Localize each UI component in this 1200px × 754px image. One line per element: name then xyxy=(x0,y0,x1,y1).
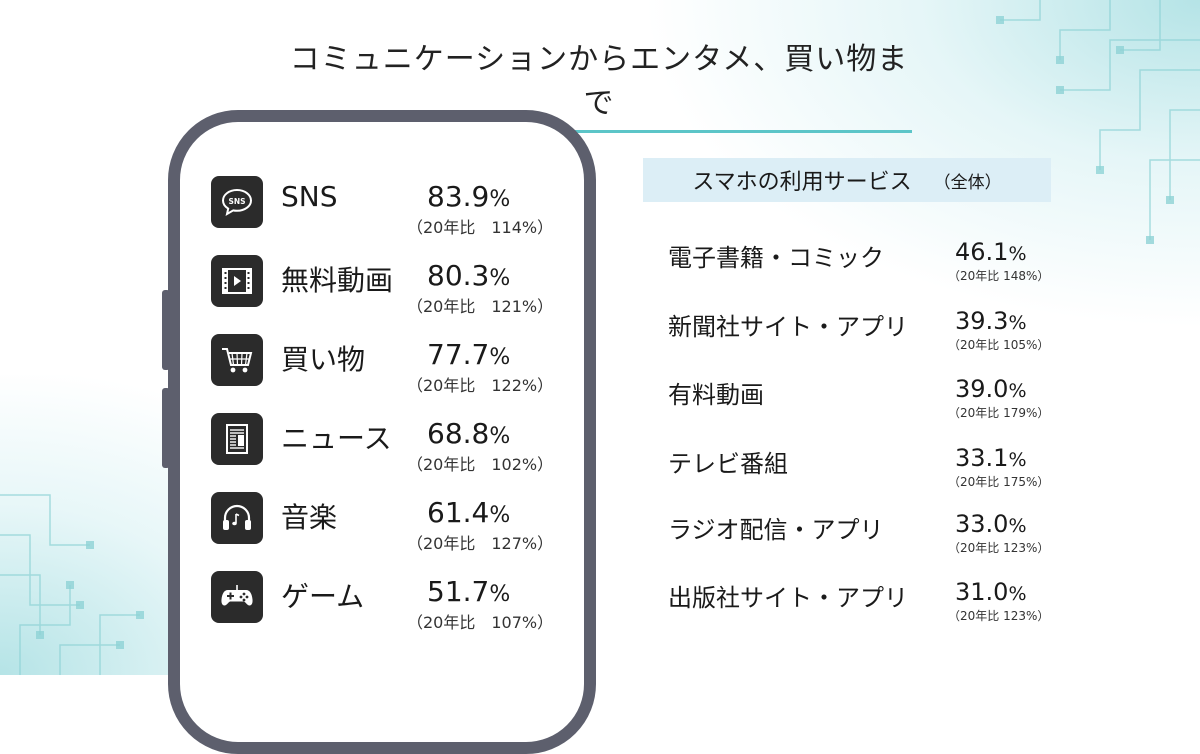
app-row-shopping: 買い物 77.7% （20年比 122%） xyxy=(211,334,571,395)
service-row: ラジオ配信・アプリ 33.0% （20年比 123%） xyxy=(668,508,1088,558)
app-label: 無料動画 xyxy=(281,264,394,297)
app-yoy-note: （20年比 107%） xyxy=(407,613,554,632)
app-label: 買い物 xyxy=(281,343,366,376)
svg-text:SNS: SNS xyxy=(228,197,245,206)
app-row-free-video: 無料動画 80.3% （20年比 121%） xyxy=(211,255,571,316)
service-percentage: 46.1% xyxy=(955,238,1027,266)
app-row-sns: SNS SNS 83.9% （20年比 114%） xyxy=(211,176,571,237)
service-yoy-note: （20年比 105%） xyxy=(948,338,1050,352)
app-yoy-note: （20年比 102%） xyxy=(407,455,554,474)
headphones-icon xyxy=(211,492,263,544)
app-yoy-note: （20年比 121%） xyxy=(407,297,554,316)
services-heading-title: スマホの利用サービス xyxy=(692,170,912,195)
app-yoy-note: （20年比 122%） xyxy=(407,376,554,395)
service-label: 電子書籍・コミック xyxy=(668,244,884,272)
app-yoy-note: （20年比 127%） xyxy=(407,534,554,553)
circuit-decoration-bottom-left xyxy=(0,494,144,675)
service-percentage: 39.0% xyxy=(955,375,1027,403)
service-row: 有料動画 39.0% （20年比 179%） xyxy=(668,373,1088,423)
service-yoy-note: （20年比 123%） xyxy=(948,541,1050,555)
service-percentage: 39.3% xyxy=(955,307,1027,335)
video-play-icon xyxy=(211,255,263,307)
service-row: 出版社サイト・アプリ 31.0% （20年比 123%） xyxy=(668,576,1088,626)
circuit-decoration-top-right xyxy=(996,0,1200,244)
service-percentage: 33.0% xyxy=(955,510,1027,538)
service-label: 出版社サイト・アプリ xyxy=(668,584,908,612)
sns-bubble-icon: SNS xyxy=(211,176,263,228)
app-row-news: ニュース 68.8% （20年比 102%） xyxy=(211,413,571,474)
newspaper-icon xyxy=(211,413,263,465)
app-percentage: 80.3% xyxy=(427,259,511,292)
app-yoy-note: （20年比 114%） xyxy=(407,218,554,237)
service-yoy-note: （20年比 148%） xyxy=(948,269,1050,283)
app-label: SNS xyxy=(281,180,338,213)
app-percentage: 61.4% xyxy=(427,496,511,529)
service-label: 有料動画 xyxy=(668,381,764,409)
service-yoy-note: （20年比 175%） xyxy=(948,475,1050,489)
services-heading-note: （全体） xyxy=(933,172,1002,193)
service-row: 新聞社サイト・アプリ 39.3% （20年比 105%） xyxy=(668,305,1088,355)
app-percentage: 77.7% xyxy=(427,338,511,371)
service-label: 新聞社サイト・アプリ xyxy=(668,313,908,341)
app-row-music: 音楽 61.4% （20年比 127%） xyxy=(211,492,571,553)
app-percentage: 51.7% xyxy=(427,575,511,608)
service-percentage: 31.0% xyxy=(955,578,1027,606)
service-label: ラジオ配信・アプリ xyxy=(668,516,884,544)
app-label: ゲーム xyxy=(281,580,365,613)
service-row: テレビ番組 33.1% （20年比 175%） xyxy=(668,442,1088,492)
app-label: 音楽 xyxy=(281,501,338,534)
app-percentage: 83.9% xyxy=(427,180,511,213)
page-title: コミュニケーションからエンタメ、買い物まで xyxy=(286,34,912,133)
phone-side-button xyxy=(162,290,170,370)
phone-side-button xyxy=(162,388,170,468)
service-row: 電子書籍・コミック 46.1% （20年比 148%） xyxy=(668,236,1088,286)
app-percentage: 68.8% xyxy=(427,417,511,450)
service-yoy-note: （20年比 179%） xyxy=(948,406,1050,420)
service-label: テレビ番組 xyxy=(668,450,788,478)
game-controller-icon xyxy=(211,571,263,623)
service-yoy-note: （20年比 123%） xyxy=(948,609,1050,623)
app-label: ニュース xyxy=(281,422,392,455)
services-heading: スマホの利用サービス （全体） xyxy=(643,158,1051,202)
app-row-game: ゲーム 51.7% （20年比 107%） xyxy=(211,571,571,632)
shopping-cart-icon xyxy=(211,334,263,386)
service-percentage: 33.1% xyxy=(955,444,1027,472)
